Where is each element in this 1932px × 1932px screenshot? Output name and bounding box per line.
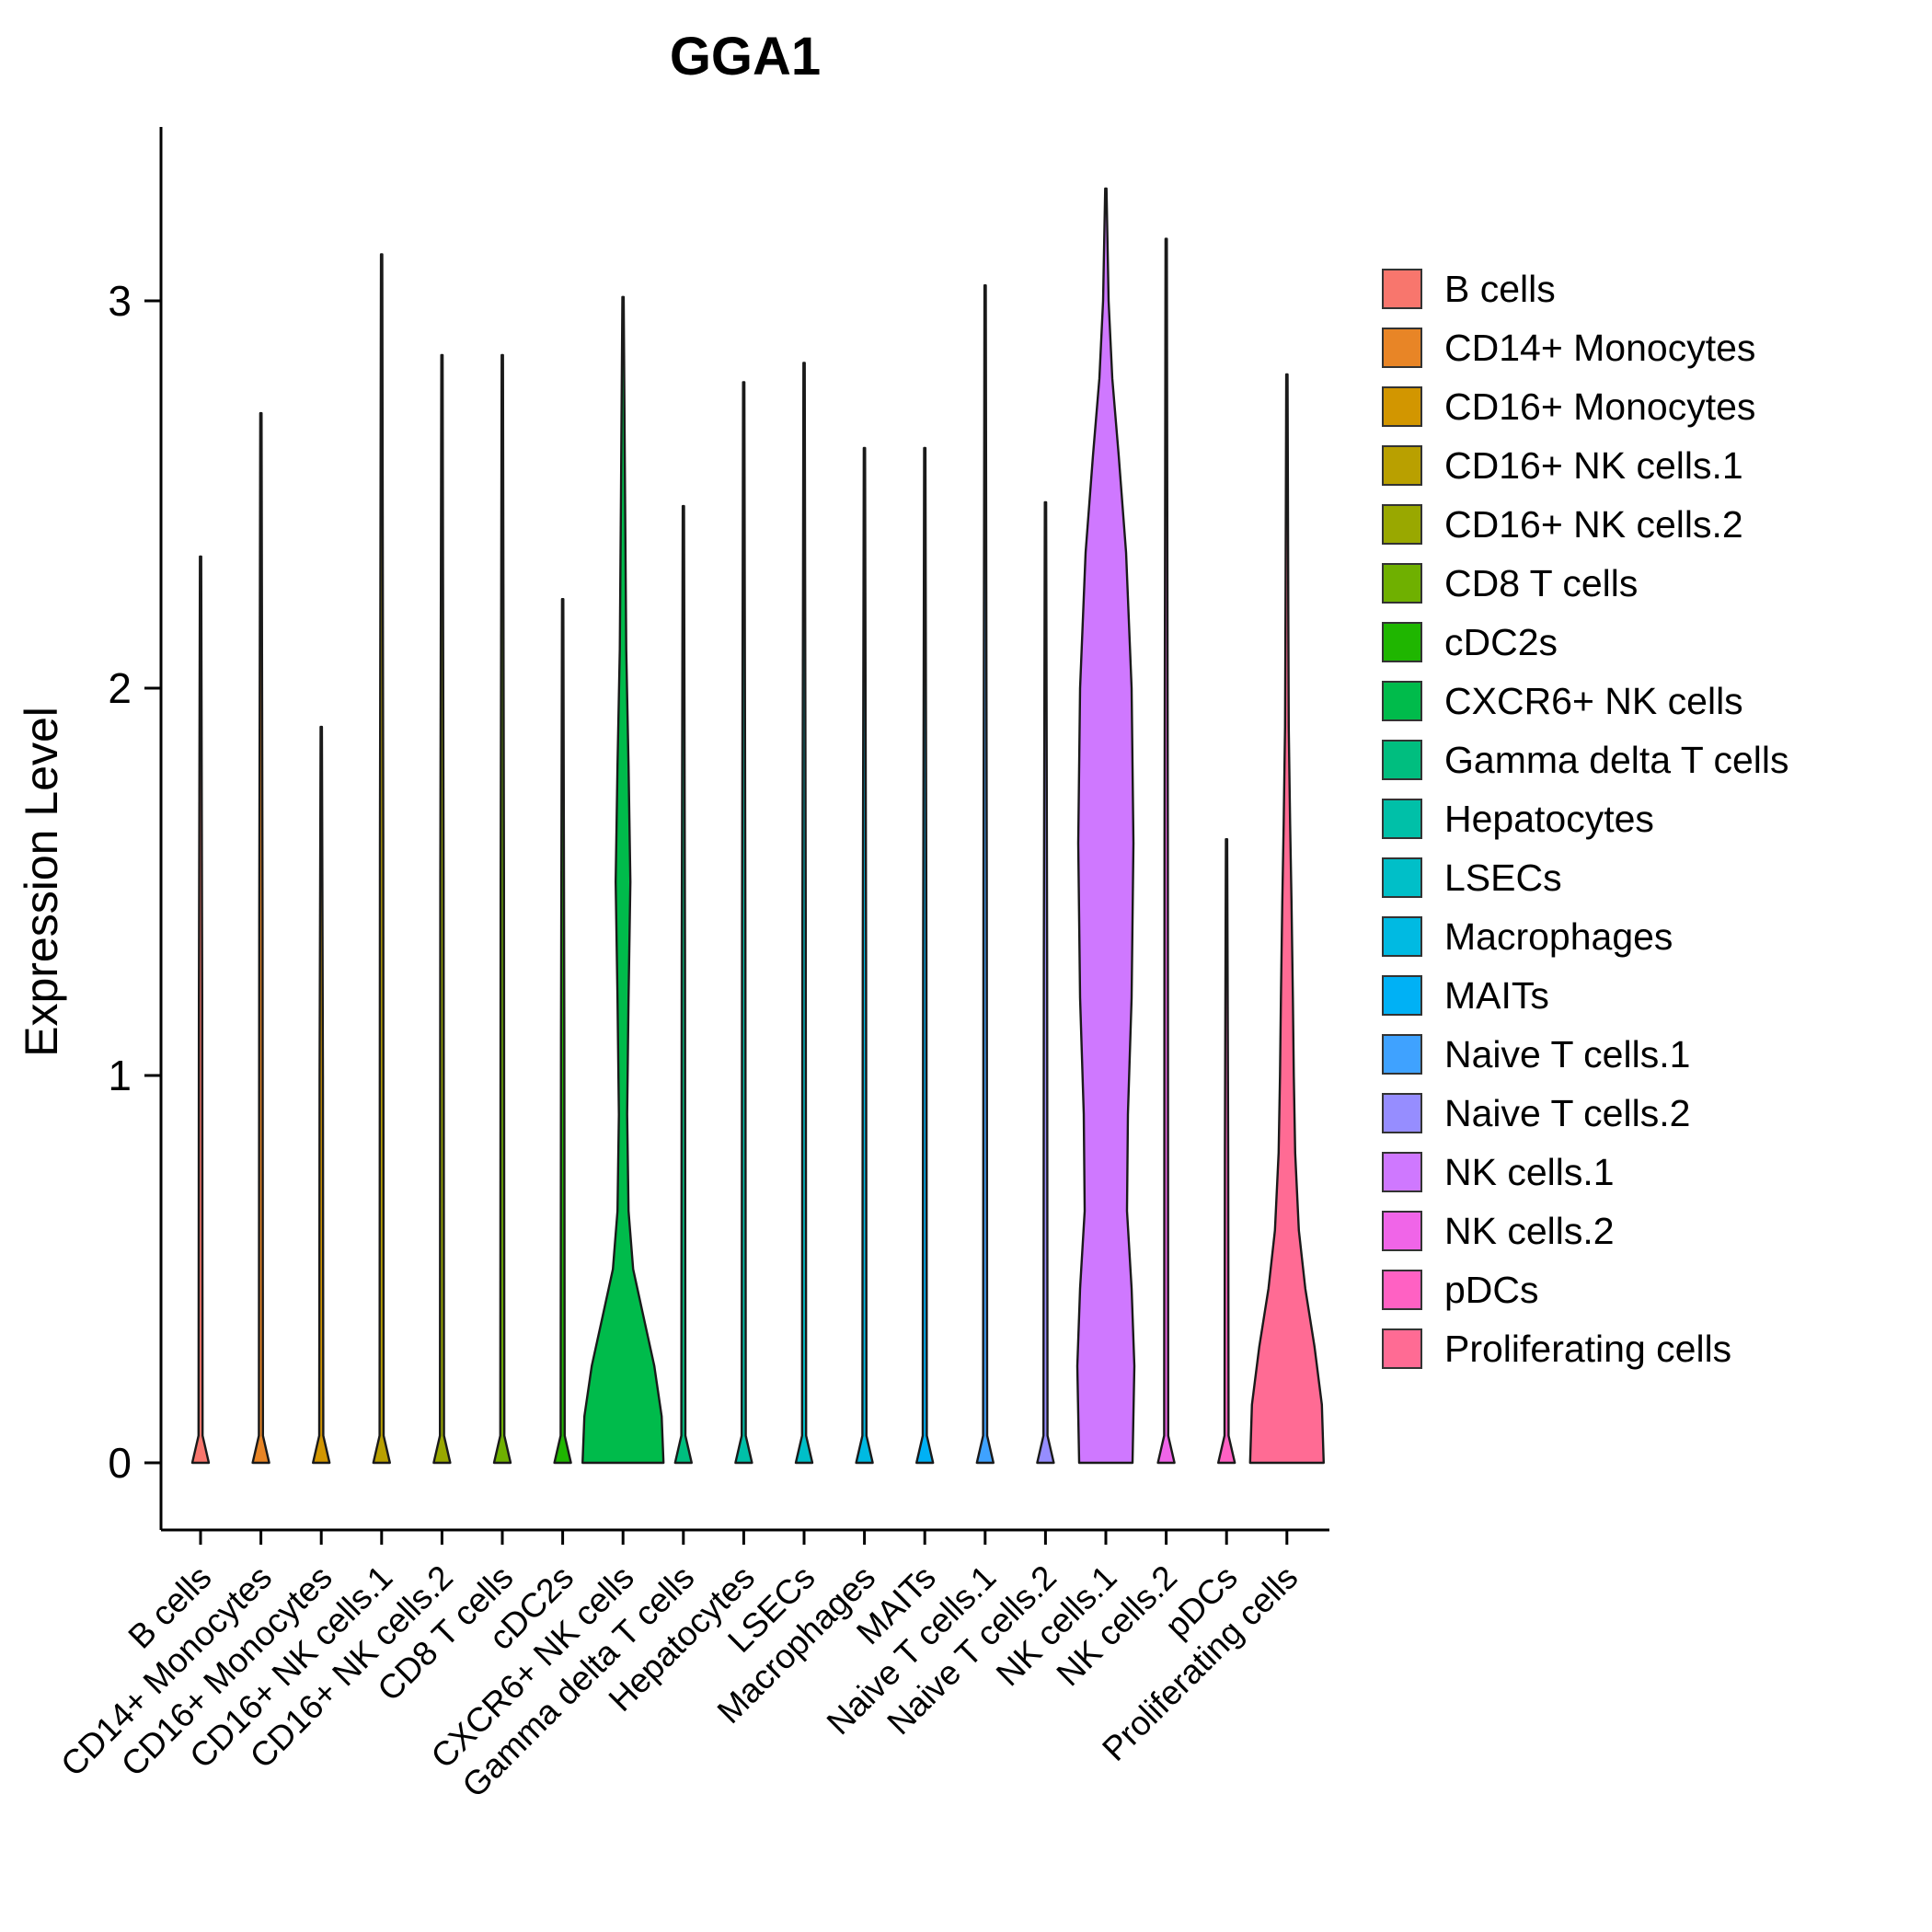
violin-lsecs [794, 362, 814, 1465]
legend-label: cDC2s [1444, 620, 1558, 663]
legend-label: CD16+ Monocytes [1444, 385, 1756, 428]
legend-label: NK cells.2 [1444, 1209, 1615, 1252]
legend-label: Proliferating cells [1444, 1327, 1732, 1370]
legend-swatch [1382, 740, 1422, 780]
legend-label: Naive T cells.2 [1444, 1091, 1691, 1134]
violin-maits [915, 446, 935, 1465]
legend-item: cDC2s [1382, 613, 1788, 672]
legend-swatch [1382, 681, 1422, 721]
legend-label: NK cells.1 [1444, 1150, 1615, 1193]
legend-label: CXCR6+ NK cells [1444, 679, 1743, 722]
violin-proliferating-cells [1248, 373, 1325, 1465]
legend-label: CD16+ NK cells.1 [1444, 443, 1743, 487]
violin-cd16-nk-cells-1 [372, 253, 391, 1465]
violin-hepatocytes [734, 381, 753, 1465]
legend-item: NK cells.2 [1382, 1202, 1788, 1260]
legend-item: CD16+ NK cells.2 [1382, 495, 1788, 554]
legend-swatch [1382, 857, 1422, 898]
y-tick-label: 1 [108, 1052, 132, 1099]
legend-label: Hepatocytes [1444, 797, 1654, 840]
violin-cd8-t-cells [492, 353, 512, 1465]
y-tick-label: 2 [108, 664, 132, 712]
legend-label: LSECs [1444, 856, 1562, 899]
violin-naive-t-cells-1 [975, 284, 995, 1465]
violin-naive-t-cells-2 [1036, 500, 1055, 1465]
violin-cxcr6-nk-cells [581, 295, 665, 1465]
legend-swatch [1382, 563, 1422, 604]
legend-label: Macrophages [1444, 914, 1673, 958]
legend-label: CD16+ NK cells.2 [1444, 502, 1743, 546]
legend-swatch [1382, 1034, 1422, 1075]
legend-swatch [1382, 504, 1422, 545]
legend-item: MAITs [1382, 966, 1788, 1025]
y-axis-title: Expression Level [16, 707, 67, 1057]
legend-item: Macrophages [1382, 907, 1788, 966]
legend-item: Hepatocytes [1382, 789, 1788, 848]
legend-item: Gamma delta T cells [1382, 730, 1788, 789]
legend-item: LSECs [1382, 848, 1788, 907]
legend-item: Proliferating cells [1382, 1319, 1788, 1378]
legend: B cells CD14+ Monocytes CD16+ Monocytes CD1… [1382, 259, 1788, 1378]
legend-swatch [1382, 1152, 1422, 1192]
violin-nk-cells-2 [1156, 237, 1176, 1465]
legend-label: CD8 T cells [1444, 561, 1639, 604]
legend-swatch [1382, 1328, 1422, 1369]
legend-item: CD16+ Monocytes [1382, 377, 1788, 436]
violin-cdc2s [553, 598, 572, 1465]
legend-swatch [1382, 1093, 1422, 1133]
chart-title: GGA1 [669, 27, 822, 86]
legend-swatch [1382, 622, 1422, 662]
legend-label: MAITs [1444, 973, 1549, 1017]
violin-nk-cells-1 [1075, 187, 1136, 1465]
y-tick-label: 0 [108, 1439, 132, 1487]
legend-label: Naive T cells.1 [1444, 1032, 1691, 1075]
legend-item: pDCs [1382, 1260, 1788, 1319]
legend-swatch [1382, 445, 1422, 486]
legend-label: CD14+ Monocytes [1444, 326, 1756, 369]
legend-label: pDCs [1444, 1268, 1539, 1311]
legend-item: CD14+ Monocytes [1382, 318, 1788, 377]
legend-item: CXCR6+ NK cells [1382, 672, 1788, 730]
violin-b-cells [190, 555, 211, 1465]
legend-swatch [1382, 1211, 1422, 1251]
violin-cd16-nk-cells-2 [432, 353, 452, 1465]
legend-swatch [1382, 269, 1422, 309]
legend-swatch [1382, 1270, 1422, 1310]
y-tick-label: 3 [108, 277, 132, 325]
legend-item: CD16+ NK cells.1 [1382, 436, 1788, 495]
legend-swatch [1382, 916, 1422, 957]
violin-pdcs [1217, 838, 1236, 1465]
legend-swatch [1382, 386, 1422, 427]
legend-swatch [1382, 328, 1422, 368]
legend-swatch [1382, 975, 1422, 1016]
legend-item: NK cells.1 [1382, 1143, 1788, 1202]
legend-label: Gamma delta T cells [1444, 738, 1789, 781]
violin-cd14-monocytes [251, 411, 270, 1465]
legend-swatch [1382, 799, 1422, 839]
legend-item: Naive T cells.1 [1382, 1025, 1788, 1084]
legend-item: Naive T cells.2 [1382, 1084, 1788, 1143]
legend-label: B cells [1444, 267, 1556, 310]
violin-cd16-monocytes [312, 725, 331, 1465]
violin-gamma-delta-t-cells [673, 504, 693, 1465]
legend-item: B cells [1382, 259, 1788, 318]
violin-macrophages [855, 446, 874, 1465]
legend-item: CD8 T cells [1382, 554, 1788, 613]
